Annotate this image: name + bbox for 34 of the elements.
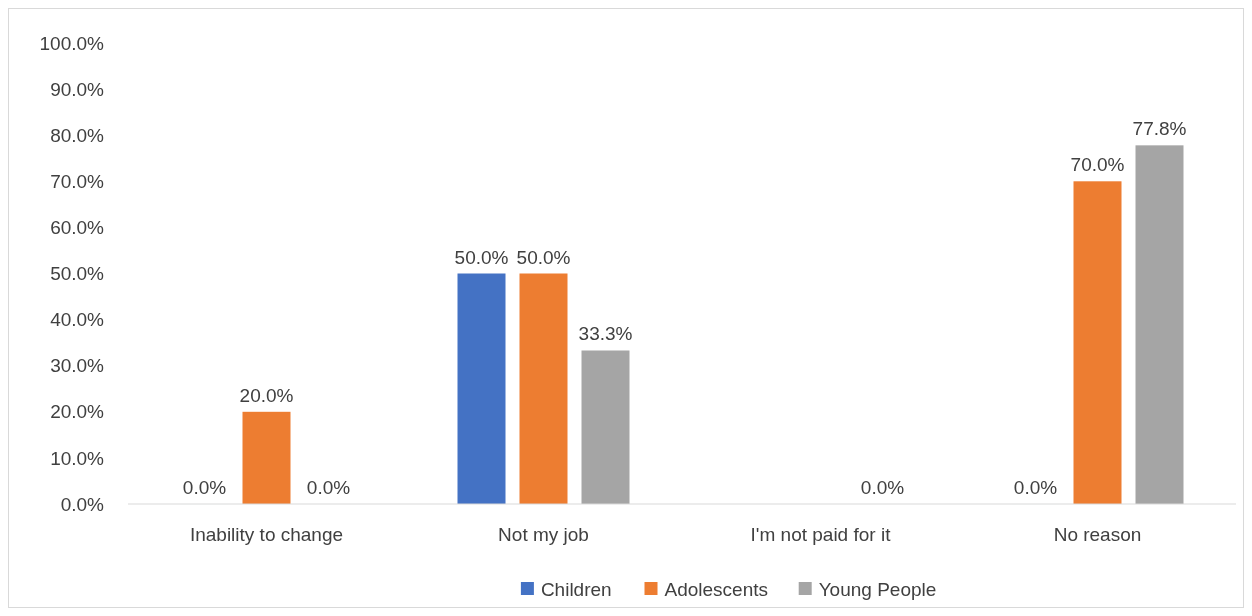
- x-tick-label: No reason: [1053, 524, 1142, 545]
- data-label: 33.3%: [578, 323, 633, 345]
- data-label: 0.0%: [1013, 477, 1058, 498]
- y-tick-label: 50.0%: [50, 263, 105, 285]
- x-tick-label: Inability to change: [189, 524, 344, 545]
- data-label: 70.0%: [1070, 154, 1125, 176]
- bar: [581, 350, 630, 504]
- y-tick-label: 0.0%: [60, 493, 105, 515]
- y-tick-label: 90.0%: [50, 78, 105, 100]
- data-label: 50.0%: [454, 246, 509, 268]
- y-tick-label: 10.0%: [50, 447, 105, 469]
- legend-label: Children: [540, 579, 612, 600]
- bar: [242, 411, 291, 504]
- y-tick-label: 60.0%: [50, 217, 105, 239]
- data-label: 50.0%: [516, 246, 571, 268]
- x-tick-label: I'm not paid for it: [750, 524, 892, 545]
- y-tick-label: 100.0%: [39, 32, 105, 54]
- data-label: 77.8%: [1132, 118, 1187, 140]
- data-label: 20.0%: [239, 384, 294, 406]
- legend-label: Young People: [818, 579, 937, 600]
- data-label: 0.0%: [182, 477, 227, 498]
- y-tick-label: 80.0%: [50, 124, 105, 146]
- bar: [519, 273, 568, 504]
- legend-label: Adolescents: [664, 579, 769, 600]
- y-tick-label: 20.0%: [50, 401, 105, 423]
- y-tick-label: 30.0%: [50, 355, 105, 377]
- bar: [457, 273, 506, 504]
- bar: [1135, 145, 1184, 504]
- data-label: 0.0%: [306, 477, 351, 498]
- bar: [1073, 181, 1122, 504]
- x-tick-label: Not my job: [498, 524, 589, 545]
- data-label: 0.0%: [860, 477, 905, 498]
- y-tick-label: 40.0%: [50, 309, 105, 331]
- y-tick-label: 70.0%: [50, 170, 105, 192]
